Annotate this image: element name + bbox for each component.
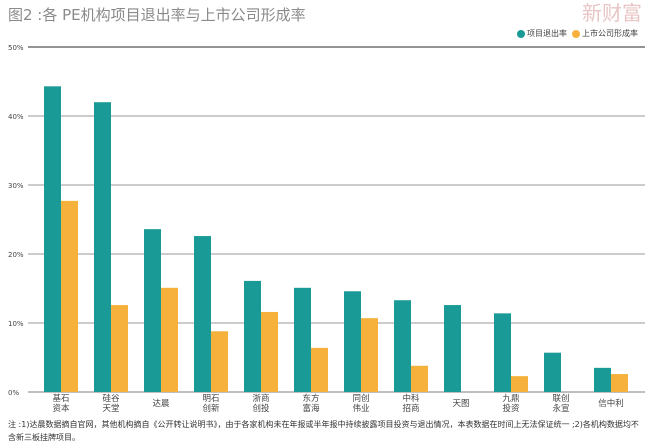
bar [544,352,561,392]
bar [494,313,511,392]
y-tick-label: 20% [8,251,24,259]
x-tick-label: 东方 [302,393,319,404]
bar [311,347,328,392]
x-tick-label: 招商 [402,403,419,414]
x-tick-label: 创新 [202,403,220,414]
bar [394,300,411,392]
x-tick-label: 浙商 [252,393,269,404]
bar [44,86,61,392]
x-tick-label: 同创 [352,393,369,404]
x-tick-label: 硅谷 [102,393,120,404]
x-tick-label: 永宣 [552,403,569,414]
footnote: 注 :1)达晨数据摘自官网，其他机构摘自《公开转让说明书》，由于各家机构未在年报… [8,420,639,442]
x-tick-label: 伟业 [352,403,369,414]
x-tick-label: 天堂 [102,403,119,414]
legend-label-ipo: 上市公司形成率 [582,29,638,38]
x-tick-label: 天图 [452,399,469,409]
x-tick-label: 创投 [252,403,270,414]
bar [244,280,261,392]
x-tick-label: 信中利 [598,398,624,409]
bar [61,200,78,392]
bar [194,236,211,392]
legend-label-exit: 项目退出率 [527,29,567,38]
y-tick-label: 0% [8,389,19,397]
legend: 项目退出率 上市公司形成率 [517,28,638,39]
x-tick-label: 明石 [202,394,219,404]
bar [111,305,128,392]
y-tick-label: 30% [8,182,24,190]
x-tick-label: 富海 [302,403,320,414]
bar [144,229,161,392]
x-tick-label: 达晨 [152,398,170,409]
x-tick-label: 投资 [502,403,520,414]
bar [344,291,361,392]
chart-title: 图2 :各 PE机构项目退出率与上市公司形成率 [8,6,306,24]
bar [411,365,428,392]
legend-swatch-ipo [572,29,580,38]
bar [94,102,111,392]
watermark-logo: 新财富 [582,1,642,25]
y-tick-label: 10% [8,320,24,328]
bar [261,311,278,392]
bar [511,376,528,392]
bar [444,305,461,392]
x-tick-label: 联创 [552,393,569,404]
legend-swatch-exit [517,29,525,38]
x-tick-label: 资本 [52,403,70,414]
bar [161,287,178,392]
y-tick-label: 50% [8,44,24,52]
x-tick-label: 中科 [402,393,420,404]
x-tick-label: 九鼎 [502,394,519,404]
bar [594,367,611,392]
x-tick-label: 基石 [52,393,69,404]
bar [361,318,378,392]
bar [611,374,628,392]
bar [211,331,228,392]
y-tick-label: 40% [8,113,24,121]
bar [294,287,311,392]
